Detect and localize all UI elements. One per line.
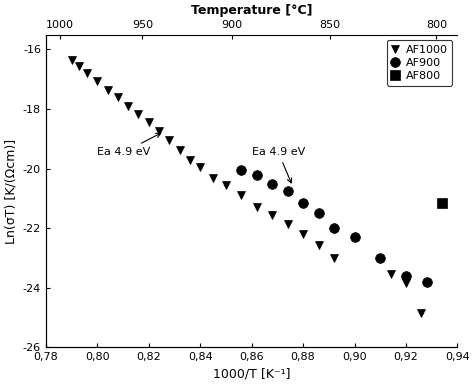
AF900 (300, 201, 306, 205)
AF900 (331, 226, 337, 231)
AF900 (377, 256, 383, 260)
Legend: AF1000, AF900, AF800: AF1000, AF900, AF800 (387, 40, 452, 86)
AF1000 (146, 120, 152, 125)
AF1000 (115, 95, 121, 99)
AF1000 (223, 183, 229, 187)
AF1000 (94, 79, 100, 83)
AF1000 (403, 281, 409, 286)
Text: Ea 4.9 eV: Ea 4.9 eV (252, 147, 305, 183)
AF900 (269, 181, 275, 186)
AF900 (352, 235, 357, 239)
AF1000 (238, 193, 244, 198)
AF900 (285, 189, 291, 193)
AF900 (238, 168, 244, 172)
AF1000 (84, 71, 90, 75)
Line: AF900: AF900 (237, 165, 431, 287)
Text: Ea 4.9 eV: Ea 4.9 eV (97, 133, 161, 157)
AF1000 (300, 232, 306, 236)
AF1000 (156, 129, 162, 134)
AF1000 (419, 311, 424, 315)
AF900 (403, 274, 409, 278)
AF1000 (210, 175, 216, 180)
Y-axis label: Ln(σT) [K/(Ωcm)]: Ln(σT) [K/(Ωcm)] (4, 139, 17, 244)
AF1000 (285, 221, 291, 226)
AF1000 (125, 104, 131, 109)
AF1000 (166, 138, 172, 143)
AF1000 (254, 205, 260, 210)
AF1000 (316, 242, 321, 247)
X-axis label: Temperature [°C]: Temperature [°C] (191, 4, 312, 17)
AF1000 (197, 165, 203, 169)
X-axis label: 1000/T [K⁻¹]: 1000/T [K⁻¹] (213, 368, 291, 381)
AF1000 (388, 272, 393, 277)
AF1000 (187, 157, 193, 162)
AF1000 (177, 148, 182, 152)
AF1000 (69, 58, 74, 62)
AF900 (424, 280, 429, 284)
AF1000 (105, 87, 110, 92)
AF900 (254, 172, 260, 177)
AF1000 (136, 111, 141, 116)
AF1000 (76, 64, 82, 68)
AF1000 (331, 256, 337, 260)
AF900 (316, 211, 321, 216)
AF1000 (269, 213, 275, 217)
Line: AF1000: AF1000 (67, 56, 426, 317)
